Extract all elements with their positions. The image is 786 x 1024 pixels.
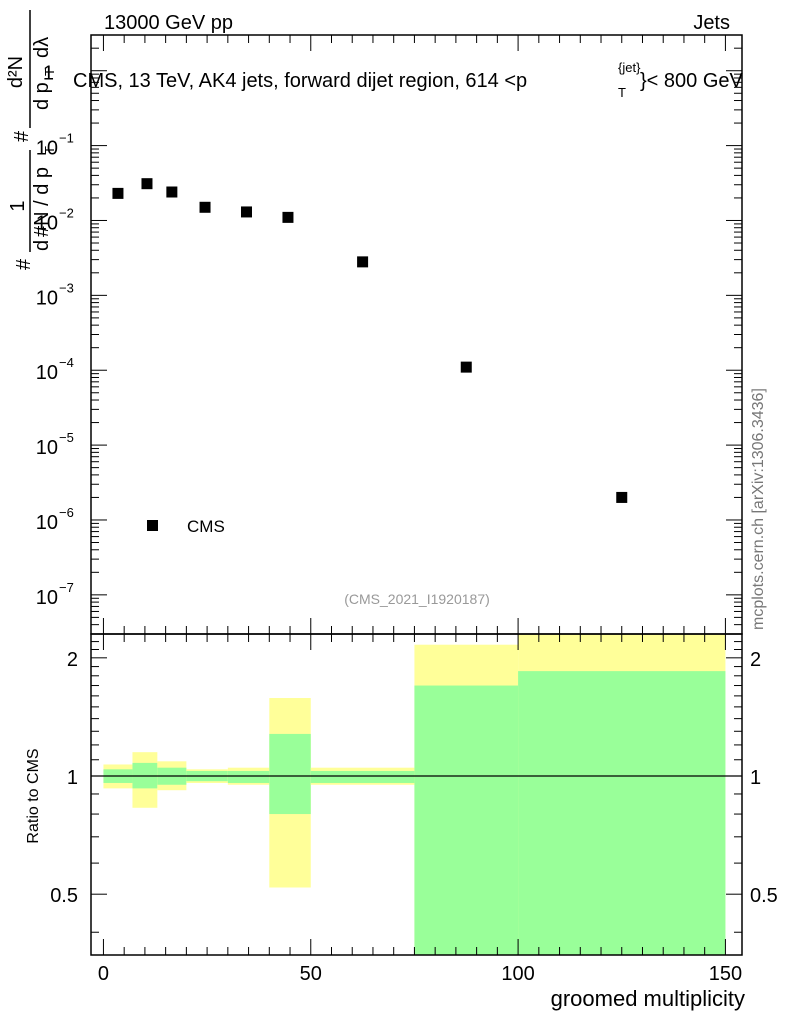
main-panel-frame bbox=[90, 34, 743, 635]
data-points bbox=[112, 178, 628, 503]
svg-text:−2: −2 bbox=[59, 205, 74, 220]
ratio-band-stat-8 bbox=[518, 671, 726, 955]
x-tick-label: 0 bbox=[98, 963, 109, 985]
ratio-y-tick-label: 0.5 bbox=[50, 885, 78, 907]
main-y-tick-label: 10 −7 bbox=[36, 580, 74, 609]
main-y-axis-label: # 1 d #N / d p T # d²N d p T dλ bbox=[5, 10, 57, 270]
main-y-ticks: 10 −710 −610 −510 −410 −310 −210 −11 bbox=[36, 34, 742, 635]
ylabel-rhs-den: d p bbox=[31, 82, 53, 110]
data-point-cms bbox=[460, 361, 472, 373]
ratio-y-tick-label-right: 2 bbox=[750, 649, 761, 671]
ratio-band-stat-7 bbox=[414, 685, 519, 955]
svg-text:−6: −6 bbox=[59, 505, 74, 520]
ratio-y-tick-label-right: 0.5 bbox=[750, 885, 778, 907]
svg-text:−7: −7 bbox=[59, 580, 74, 595]
svg-text:10: 10 bbox=[36, 212, 58, 234]
svg-text:−3: −3 bbox=[59, 280, 74, 295]
svg-text:10: 10 bbox=[36, 362, 58, 384]
main-y-tick-label: 10 −6 bbox=[36, 505, 74, 534]
data-point-cms bbox=[616, 491, 628, 503]
legend-label-cms: CMS bbox=[187, 517, 225, 536]
title-prefix: CMS, 13 TeV, AK4 jets, forward dijet reg… bbox=[73, 70, 527, 92]
analysis-watermark: (CMS_2021_I1920187) bbox=[344, 591, 490, 607]
svg-text:10: 10 bbox=[36, 587, 58, 609]
ratio-y-axis-label: Ratio to CMS bbox=[25, 748, 42, 843]
svg-text:−1: −1 bbox=[59, 131, 74, 146]
ratio-band-stat-6 bbox=[310, 770, 415, 783]
title-sub: T bbox=[618, 85, 626, 100]
svg-text:1: 1 bbox=[43, 63, 54, 85]
x-tick-label: 150 bbox=[709, 963, 742, 985]
svg-text:10: 10 bbox=[36, 512, 58, 534]
ratio-x-ticks: 0 50 100 150 bbox=[98, 634, 742, 985]
ylabel-rhs-den-sub: T bbox=[42, 68, 57, 76]
svg-text:10: 10 bbox=[36, 287, 58, 309]
svg-text:10: 10 bbox=[36, 138, 58, 160]
ylabel-frac-d: d bbox=[31, 240, 53, 251]
main-y-tick-label: 10 −1 bbox=[36, 131, 74, 160]
ratio-band-stat-4 bbox=[227, 770, 270, 783]
data-point-cms bbox=[199, 201, 211, 213]
main-y-tick-label: 10 −4 bbox=[36, 355, 74, 384]
data-point-cms bbox=[282, 211, 294, 223]
main-x-ticks bbox=[102, 35, 726, 634]
ylabel-rhs-den-tail: dλ bbox=[31, 37, 53, 58]
data-point-cms bbox=[166, 186, 178, 198]
ratio-panel-frame bbox=[90, 633, 743, 956]
x-axis-label: groomed multiplicity bbox=[551, 986, 745, 1011]
ylabel-frac-den-sub: T bbox=[42, 146, 57, 154]
ratio-bands bbox=[103, 634, 726, 955]
svg-text:−4: −4 bbox=[59, 355, 74, 370]
ratio-y-tick-label: 2 bbox=[67, 649, 78, 671]
ylabel-frac-den: #N / d p bbox=[31, 167, 53, 237]
side-label: mcplots.cern.ch [arXiv:1306.3436] bbox=[750, 388, 767, 630]
ratio-y-tick-label: 1 bbox=[67, 767, 78, 789]
main-y-tick-label: 1 bbox=[43, 63, 54, 85]
ylabel-hash: # bbox=[13, 258, 35, 270]
main-y-tick-label: 10 −3 bbox=[36, 280, 74, 309]
x-tick-label: 100 bbox=[501, 963, 534, 985]
ylabel-rhs-num: d²N bbox=[5, 56, 27, 88]
data-point-cms bbox=[357, 256, 369, 268]
data-point-cms bbox=[141, 178, 153, 190]
energy-label: 13000 GeV pp bbox=[104, 12, 233, 34]
ratio-band-stat-5 bbox=[269, 733, 311, 815]
data-point-cms bbox=[240, 206, 252, 218]
process-label: Jets bbox=[693, 12, 730, 34]
title-sup: {jet} bbox=[618, 60, 641, 75]
chart-title: CMS, 13 TeV, AK4 jets, forward dijet reg… bbox=[73, 60, 744, 100]
main-y-tick-label: 10 −2 bbox=[36, 205, 74, 234]
ratio-y-tick-label-right: 1 bbox=[750, 767, 761, 789]
x-tick-label: 50 bbox=[300, 963, 322, 985]
svg-text:−5: −5 bbox=[59, 430, 74, 445]
legend-marker-cms bbox=[147, 520, 158, 531]
data-point-cms bbox=[112, 187, 124, 199]
ratio-y-ticks: 0.5 0.5 1 1 2 2 bbox=[50, 641, 778, 933]
svg-text:10: 10 bbox=[36, 437, 58, 459]
ylabel-frac-num: 1 bbox=[7, 200, 29, 211]
ylabel-hash-2: # bbox=[11, 130, 33, 142]
main-y-tick-label: 10 −5 bbox=[36, 430, 74, 459]
title-suffix: }< 800 GeV bbox=[640, 70, 744, 92]
